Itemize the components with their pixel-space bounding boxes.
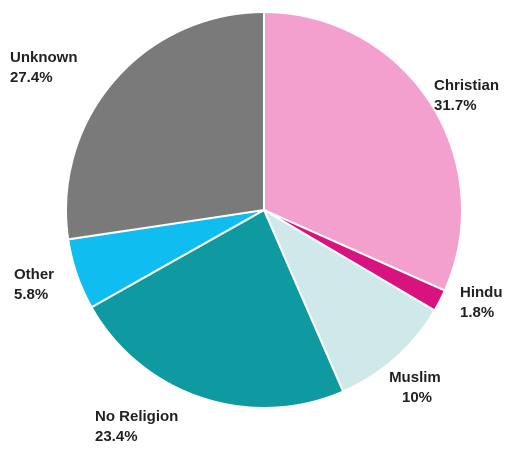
slice-unknown (65, 11, 265, 241)
slice-muslim (263, 209, 436, 393)
label-christian-value: 31.7% (434, 97, 477, 114)
label-other-value: 5.8% (14, 286, 48, 303)
label-no-religion-name: No Religion (95, 408, 178, 425)
label-christian: Christian 31.7% (434, 77, 503, 114)
label-christian-name: Christian (434, 77, 499, 94)
label-muslim: Muslim 10% (389, 369, 445, 406)
label-other: Other 5.8% (14, 266, 58, 303)
label-unknown: Unknown 27.4% (10, 49, 82, 86)
pie-labels: Christian 31.7% Hindu 1.8% Muslim 10% No… (10, 49, 507, 445)
label-other-name: Other (14, 266, 54, 283)
label-muslim-name: Muslim (389, 369, 441, 386)
label-hindu-name: Hindu (460, 284, 503, 301)
label-unknown-value: 27.4% (10, 69, 53, 86)
slice-christian (263, 11, 463, 292)
label-no-religion: No Religion 23.4% (95, 408, 183, 445)
slice-no-religion (90, 209, 345, 409)
label-muslim-value: 10% (402, 389, 432, 406)
label-no-religion-value: 23.4% (95, 428, 138, 445)
label-unknown-name: Unknown (10, 49, 78, 66)
label-hindu: Hindu 1.8% (460, 284, 507, 321)
pie-slices (65, 11, 463, 409)
label-hindu-value: 1.8% (460, 304, 494, 321)
